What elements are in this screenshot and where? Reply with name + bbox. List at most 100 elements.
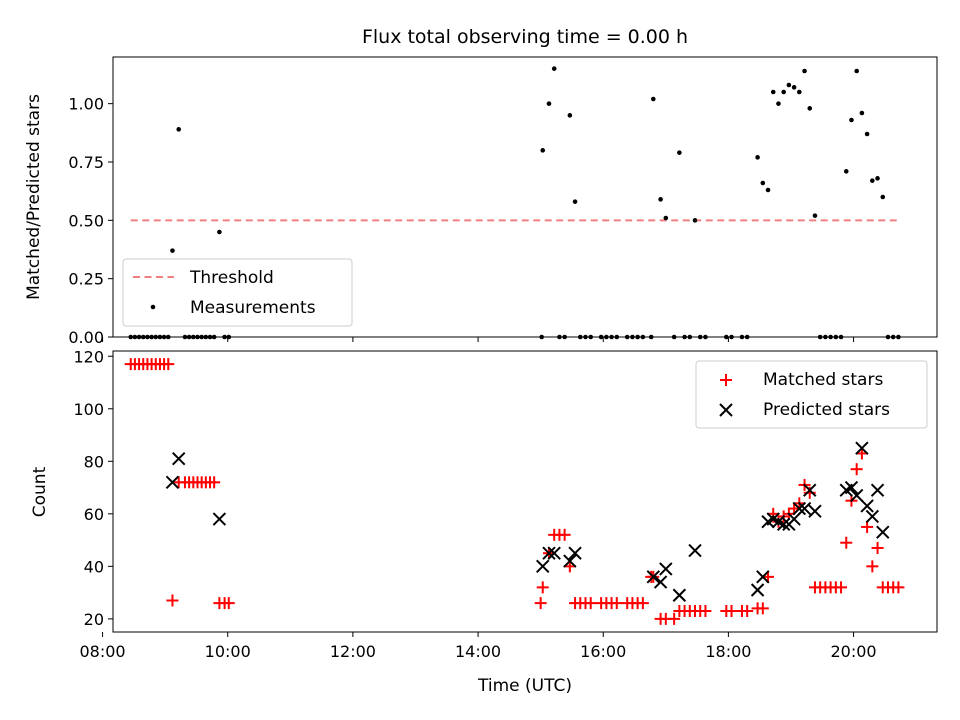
top-y-tick-label: 0.50 — [68, 211, 104, 230]
measurement-point — [807, 106, 813, 111]
measurement-point — [864, 131, 870, 137]
predicted-star-marker — [865, 509, 880, 524]
measurement-points — [128, 66, 901, 340]
legend-measurements-label: Measurements — [190, 298, 316, 318]
predicted-star-marker — [688, 543, 702, 558]
top-plot-area — [128, 66, 901, 340]
measurement-point — [658, 197, 663, 202]
predicted-star-marker — [803, 483, 817, 497]
top-y-tick-label: 0.25 — [68, 270, 104, 289]
predicted-star-marker — [860, 499, 874, 513]
measurement-point — [791, 85, 797, 90]
bottom-x-tick-label: 16:00 — [580, 642, 626, 661]
measurement-point — [176, 127, 182, 132]
measurement-point — [770, 89, 776, 95]
predicted-star-marker — [750, 583, 765, 597]
matched-star-marker — [725, 604, 738, 617]
matched-star-marker — [208, 476, 221, 489]
top-legend: Threshold Measurements — [122, 258, 353, 327]
predicted-star-marker — [568, 546, 582, 560]
bottom-x-ticks: 08:00 10:00 12:00 14:00 16:00 18:00 20:00 — [80, 632, 877, 661]
predicted-star-marker — [659, 562, 673, 576]
measurement-point — [567, 113, 573, 118]
predicted-star-marker — [849, 488, 864, 503]
measurement-point — [546, 101, 552, 106]
measurement-point — [849, 117, 854, 123]
predicted-star-marker — [855, 441, 869, 455]
matched-star-marker — [222, 597, 235, 610]
bottom-panel: 20 40 60 80 100 120 08:00 10:00 12:00 14:00 16:00… — [30, 347, 938, 696]
predicted-star-marker — [776, 517, 791, 532]
bottom-legend-box — [695, 360, 928, 429]
measurement-point — [170, 248, 175, 253]
top-y-tick-label: 0.75 — [68, 153, 104, 172]
predicted-star-marker — [653, 575, 668, 589]
measurement-point — [870, 178, 875, 183]
bottom-x-axis-label: Time (UTC) — [477, 676, 572, 696]
matched-star-marker — [835, 581, 848, 594]
measurement-point — [760, 180, 766, 186]
measurement-point — [859, 110, 865, 116]
measurement-point — [572, 199, 578, 204]
bottom-x-tick-label: 20:00 — [831, 642, 877, 661]
matched-star-marker — [610, 597, 623, 610]
matched-star-marker — [536, 581, 549, 594]
measurement-point — [650, 96, 656, 102]
predicted-star-marker — [808, 504, 822, 518]
measurement-point — [797, 89, 802, 95]
top-x-ticks — [102, 337, 855, 342]
matched-star-marker — [850, 463, 863, 476]
matched-star-marker — [162, 358, 175, 371]
top-y-axis-label: Matched/Predicted stars — [24, 94, 44, 300]
legend-predicted-label: Predicted stars — [763, 400, 890, 420]
legend-predicted-swatch — [719, 403, 733, 417]
top-panel: Flux total observing time = 0.00 h 0.000… — [24, 26, 938, 347]
top-y-ticks: 0.00 0.25 0.50 0.75 1.00 — [68, 95, 113, 347]
predicted-star-marker — [563, 554, 577, 568]
matched-star-marker — [584, 597, 597, 610]
bottom-y-ticks: 20 40 60 80 100 120 — [73, 347, 113, 629]
bottom-x-tick-label: 08:00 — [80, 642, 126, 661]
bottom-y-tick-label: 60 — [84, 505, 104, 524]
legend-matched-label: Matched stars — [763, 370, 883, 390]
bottom-y-tick-label: 40 — [84, 557, 104, 576]
predicted-stars-points — [165, 441, 890, 602]
predicted-star-marker — [787, 512, 801, 526]
top-title: Flux total observing time = 0.00 h — [362, 26, 688, 48]
legend-matched-swatch — [720, 374, 732, 386]
measurement-point — [843, 169, 849, 174]
bottom-y-axis-label: Count — [30, 466, 50, 517]
bottom-x-tick-label: 14:00 — [455, 642, 501, 661]
measurement-point — [677, 150, 682, 155]
measurement-point — [781, 89, 786, 95]
measurement-point — [880, 194, 886, 200]
measurement-point — [854, 68, 859, 74]
predicted-star-marker — [646, 570, 661, 584]
predicted-star-marker — [212, 512, 227, 526]
measurement-point — [755, 155, 760, 160]
predicted-star-marker — [876, 525, 890, 539]
matched-star-marker — [558, 528, 571, 541]
predicted-star-marker — [870, 483, 885, 497]
bottom-plot-area — [124, 358, 905, 625]
predicted-star-marker — [844, 480, 859, 495]
top-y-tick-label: 1.00 — [68, 95, 104, 114]
predicted-star-marker — [756, 570, 770, 584]
measurement-point — [663, 215, 669, 221]
predicted-star-marker — [672, 588, 687, 602]
measurement-point — [540, 148, 546, 153]
predicted-star-marker — [165, 475, 180, 490]
matched-star-marker — [892, 581, 905, 594]
top-y-tick-label: 0.00 — [68, 328, 104, 347]
measurement-point — [812, 213, 818, 218]
measurement-point — [551, 66, 557, 71]
bottom-y-tick-label: 120 — [73, 347, 104, 366]
bottom-x-tick-label: 18:00 — [705, 642, 751, 661]
matched-star-marker — [741, 604, 754, 617]
predicted-star-marker — [542, 546, 556, 560]
legend-measurements-swatch — [150, 304, 156, 310]
matched-star-marker — [668, 612, 681, 625]
matched-star-marker — [840, 536, 853, 549]
bottom-y-tick-label: 80 — [84, 452, 104, 471]
